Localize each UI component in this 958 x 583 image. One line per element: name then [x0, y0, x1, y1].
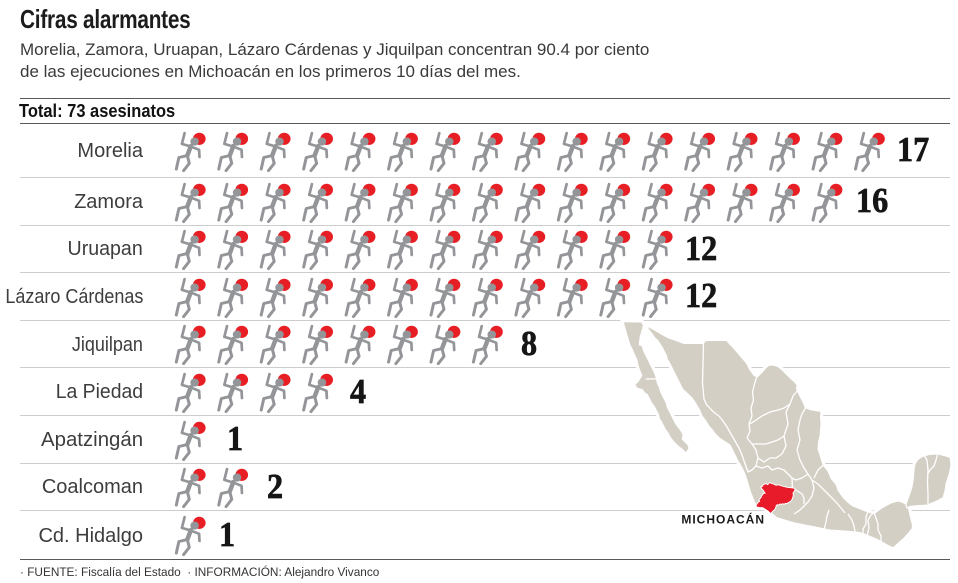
svg-text:MICHOACÁN: MICHOACÁN — [681, 512, 765, 527]
